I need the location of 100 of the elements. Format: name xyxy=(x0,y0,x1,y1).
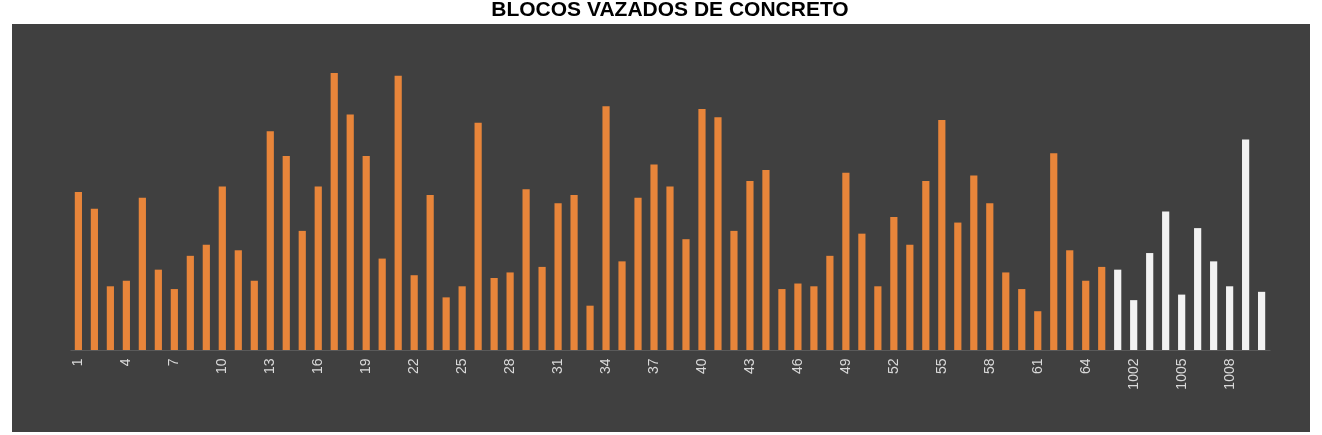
bar xyxy=(762,169,770,350)
bar xyxy=(922,181,930,350)
bar xyxy=(426,194,434,350)
bar xyxy=(794,283,802,350)
bar xyxy=(1258,291,1266,350)
bar xyxy=(954,222,962,350)
x-tick-label: 31 xyxy=(549,358,566,375)
bar xyxy=(442,297,450,350)
bar xyxy=(634,197,642,350)
bar xyxy=(1114,269,1122,350)
bar xyxy=(1178,294,1186,350)
bar xyxy=(506,272,514,350)
x-tick-label: 61 xyxy=(1028,358,1045,375)
x-tick-label: 16 xyxy=(309,358,326,375)
bar xyxy=(746,181,754,350)
bar xyxy=(1146,253,1154,350)
bar xyxy=(714,117,722,350)
x-tick-label: 22 xyxy=(405,358,422,375)
bar xyxy=(1018,289,1026,350)
x-tick-label: 34 xyxy=(597,358,614,375)
bar xyxy=(522,189,530,350)
bar xyxy=(650,164,658,350)
x-tick-label: 25 xyxy=(453,358,470,375)
bar xyxy=(826,255,834,350)
bar xyxy=(170,289,178,350)
x-tick-label: 10 xyxy=(213,358,230,375)
x-tick-label: 40 xyxy=(692,358,709,375)
x-tick-label: 19 xyxy=(357,358,374,375)
x-tick-label: 37 xyxy=(645,358,662,375)
bar xyxy=(970,175,978,350)
bar xyxy=(1098,266,1106,350)
bar xyxy=(1082,280,1090,350)
x-tick-label: 49 xyxy=(836,358,853,375)
bar xyxy=(858,233,866,350)
bar xyxy=(986,203,994,350)
bar xyxy=(554,203,562,350)
bar xyxy=(90,208,98,350)
x-tick-label: 1002 xyxy=(1124,358,1141,390)
bar xyxy=(1066,250,1074,350)
bar xyxy=(586,305,594,350)
bar xyxy=(458,286,466,350)
bar xyxy=(394,75,402,350)
bar xyxy=(266,131,274,350)
bar xyxy=(250,280,258,350)
x-tick-label: 55 xyxy=(932,358,949,375)
bar xyxy=(298,230,306,350)
bar xyxy=(410,275,418,350)
bar xyxy=(570,194,578,350)
bar xyxy=(730,230,738,350)
x-tick-label: 46 xyxy=(788,358,805,375)
bar xyxy=(1210,261,1218,350)
bar xyxy=(890,217,898,350)
bar xyxy=(906,244,914,350)
bar xyxy=(138,197,146,350)
bar xyxy=(234,250,242,350)
x-tick-label: 43 xyxy=(740,358,757,375)
bar xyxy=(778,289,786,350)
bar xyxy=(842,172,850,350)
bar xyxy=(362,156,370,350)
bar xyxy=(618,261,626,350)
bar xyxy=(1226,286,1234,350)
bar xyxy=(218,186,226,350)
x-tick-label: 28 xyxy=(501,358,518,375)
x-tick-label: 1005 xyxy=(1172,358,1189,390)
bar xyxy=(538,266,546,350)
bar xyxy=(1130,300,1138,350)
bar xyxy=(1050,153,1058,350)
bar xyxy=(186,255,194,350)
x-tick-label: 58 xyxy=(980,358,997,375)
chart-title: BLOCOS VAZADOS DE CONCRETO xyxy=(491,0,849,20)
bar xyxy=(1034,311,1042,350)
bar xyxy=(346,114,354,350)
bar xyxy=(1194,228,1202,350)
x-tick-label: 13 xyxy=(261,358,278,375)
bar xyxy=(74,192,82,350)
bar xyxy=(314,186,322,350)
bar xyxy=(1002,272,1010,350)
x-tick-label: 1 xyxy=(69,358,86,367)
bar xyxy=(490,277,498,350)
x-tick-label: 4 xyxy=(117,358,134,367)
x-tick-label: 1008 xyxy=(1220,358,1237,390)
x-tick-label: 64 xyxy=(1076,358,1093,375)
bar xyxy=(378,258,386,350)
x-tick-label: 7 xyxy=(165,358,182,367)
bar xyxy=(106,286,114,350)
bar xyxy=(666,186,674,350)
bar xyxy=(1242,139,1250,350)
bar xyxy=(122,280,130,350)
bar xyxy=(938,120,946,350)
bar xyxy=(474,122,482,350)
x-tick-label: 52 xyxy=(884,358,901,375)
bar xyxy=(682,239,690,350)
bar xyxy=(602,106,610,350)
bar xyxy=(698,109,706,350)
bar xyxy=(154,269,162,350)
bar xyxy=(1162,211,1170,350)
bar xyxy=(330,73,338,350)
bar xyxy=(810,286,818,350)
bar xyxy=(874,286,882,350)
bar xyxy=(202,244,210,350)
